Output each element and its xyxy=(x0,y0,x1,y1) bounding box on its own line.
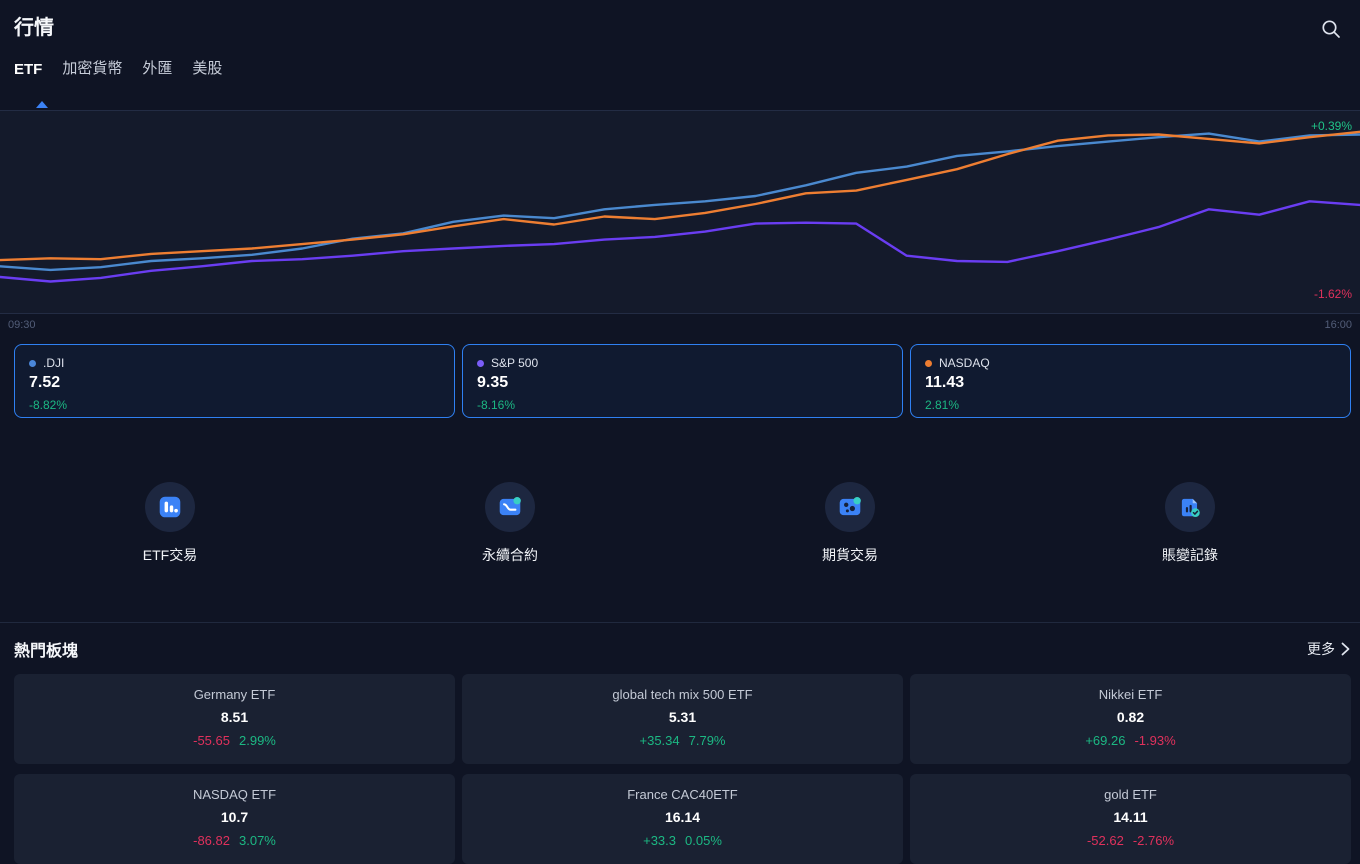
index-intraday-chart[interactable]: +0.39% -1.62% xyxy=(0,110,1360,314)
series-dot-icon xyxy=(29,359,36,367)
series-line-nasdaq xyxy=(0,130,1360,262)
tab-us-stocks[interactable]: 美股 xyxy=(192,57,222,78)
quick-actions: ETF交易 永續合約 期貨交易 xyxy=(0,482,1360,565)
index-name-row: .DJI xyxy=(29,356,440,370)
document-check-icon xyxy=(1165,482,1215,532)
index-value: 11.43 xyxy=(925,374,965,391)
time-end-label: 16:00 xyxy=(1324,319,1352,331)
time-start-label: 09:30 xyxy=(8,319,36,331)
etf-change-amount: -86.82 xyxy=(193,833,230,848)
quick-action-label: ETF交易 xyxy=(142,547,198,563)
etf-value: 8.51 xyxy=(220,709,249,725)
etf-change-row: -86.82 3.07% xyxy=(193,833,276,848)
dots-tile-icon xyxy=(825,482,875,532)
etf-change-row: -52.62 -2.76% xyxy=(1087,833,1174,848)
etf-change-amount: -55.65 xyxy=(193,733,230,748)
chart-time-axis: 09:30 16:00 xyxy=(0,314,1360,341)
hot-card-global-tech-etf[interactable]: global tech mix 500 ETF 5.31 +35.34 7.79… xyxy=(462,674,903,764)
etf-change-pct: 3.07% xyxy=(239,833,276,848)
etf-value: 14.11 xyxy=(1113,809,1148,825)
quick-action-account-records[interactable]: 賬變記錄 xyxy=(1020,482,1360,565)
etf-change-row: -55.65 2.99% xyxy=(193,733,276,748)
index-value: 7.52 xyxy=(29,374,61,391)
etf-change-amount: +35.34 xyxy=(639,733,680,748)
hot-card-nasdaq-etf[interactable]: NASDAQ ETF 10.7 -86.82 3.07% xyxy=(14,774,455,864)
hot-sectors-section: 熱門板塊 更多 Germany ETF 8.51 -55.65 2.99% gl… xyxy=(0,622,1360,864)
hot-sectors-title: 熱門板塊 xyxy=(14,643,79,660)
etf-change-row: +35.34 7.79% xyxy=(640,733,726,748)
bar-chart-tile-icon xyxy=(145,482,195,532)
quick-action-label: 賬變記錄 xyxy=(1162,547,1218,563)
chevron-right-icon xyxy=(1341,642,1350,656)
hot-card-germany-etf[interactable]: Germany ETF 8.51 -55.65 2.99% xyxy=(14,674,455,764)
curve-tile-icon xyxy=(485,482,535,532)
etf-change-pct: 2.99% xyxy=(239,733,276,748)
series-line--dji xyxy=(0,132,1360,272)
hot-sectors-header: 熱門板塊 更多 xyxy=(14,637,1350,661)
index-name: S&P 500 xyxy=(491,356,539,370)
search-icon xyxy=(1322,20,1340,38)
etf-change-amount: -52.62 xyxy=(1086,833,1124,848)
series-line-s-p-500 xyxy=(0,200,1360,283)
chart-max-label: +0.39% xyxy=(1310,119,1352,133)
active-tab-caret xyxy=(36,101,48,108)
series-dot-icon xyxy=(925,359,932,367)
search-button[interactable] xyxy=(1318,16,1344,45)
etf-name: NASDAQ ETF xyxy=(192,787,277,802)
index-card-nasdaq[interactable]: NASDAQ 11.43 2.81% xyxy=(910,344,1351,418)
chart-min-label: -1.62% xyxy=(1313,287,1352,301)
index-card-sp500[interactable]: S&P 500 9.35 -8.16% xyxy=(462,344,903,418)
etf-value: 5.31 xyxy=(668,709,697,725)
etf-name: Nikkei ETF xyxy=(1098,687,1163,702)
tab-etf[interactable]: ETF xyxy=(14,61,43,78)
more-link[interactable]: 更多 xyxy=(1307,639,1350,659)
etf-name: global tech mix 500 ETF xyxy=(612,687,753,702)
index-cards: .DJI 7.52 -8.82% S&P 500 9.35 -8.16% NAS… xyxy=(14,344,1351,418)
index-change: -8.82% xyxy=(29,398,68,412)
index-name-row: S&P 500 xyxy=(477,356,888,370)
etf-change-pct: -1.93% xyxy=(1134,733,1176,748)
etf-name: Germany ETF xyxy=(193,687,276,702)
quick-action-label: 期貨交易 xyxy=(822,547,878,563)
series-dot-icon xyxy=(477,359,484,367)
etf-change-row: +33.3 0.05% xyxy=(643,833,722,848)
index-name: NASDAQ xyxy=(939,356,990,370)
tab-crypto[interactable]: 加密貨幣 xyxy=(62,57,122,78)
index-card-dji[interactable]: .DJI 7.52 -8.82% xyxy=(14,344,455,418)
header: 行情 xyxy=(0,0,1360,46)
etf-name: France CAC40ETF xyxy=(627,787,738,802)
page-title: 行情 xyxy=(14,17,54,39)
hot-card-nikkei-etf[interactable]: Nikkei ETF 0.82 +69.26 -1.93% xyxy=(910,674,1351,764)
index-name-row: NASDAQ xyxy=(925,356,1336,370)
etf-change-amount: +33.3 xyxy=(643,833,677,848)
hot-card-gold-etf[interactable]: gold ETF 14.11 -52.62 -2.76% xyxy=(910,774,1351,864)
quick-action-futures-trade[interactable]: 期貨交易 xyxy=(680,482,1020,565)
etf-change-amount: +69.26 xyxy=(1085,733,1126,748)
etf-change-row: +69.26 -1.93% xyxy=(1085,733,1175,748)
etf-name: gold ETF xyxy=(1104,787,1157,802)
hot-card-france-cac40-etf[interactable]: France CAC40ETF 16.14 +33.3 0.05% xyxy=(462,774,903,864)
quick-action-label: 永續合約 xyxy=(482,547,538,563)
hot-sectors-grid: Germany ETF 8.51 -55.65 2.99% global tec… xyxy=(14,674,1351,864)
index-value: 9.35 xyxy=(477,374,509,391)
line-chart-canvas xyxy=(0,130,1360,283)
index-change: -8.16% xyxy=(477,398,516,412)
tab-forex[interactable]: 外匯 xyxy=(142,57,172,78)
index-name: .DJI xyxy=(43,356,65,370)
etf-value: 0.82 xyxy=(1116,709,1145,725)
market-tabs: ETF 加密貨幣 外匯 美股 xyxy=(14,58,1360,110)
index-change: 2.81% xyxy=(925,398,960,412)
quick-action-perpetual-contract[interactable]: 永續合約 xyxy=(340,482,680,565)
etf-change-pct: 7.79% xyxy=(688,733,726,748)
quick-action-etf-trade[interactable]: ETF交易 xyxy=(0,482,340,565)
etf-value: 16.14 xyxy=(664,809,701,825)
etf-value: 10.7 xyxy=(220,809,249,825)
etf-change-pct: -2.76% xyxy=(1132,833,1175,848)
more-label: 更多 xyxy=(1307,641,1335,657)
etf-change-pct: 0.05% xyxy=(685,833,722,848)
